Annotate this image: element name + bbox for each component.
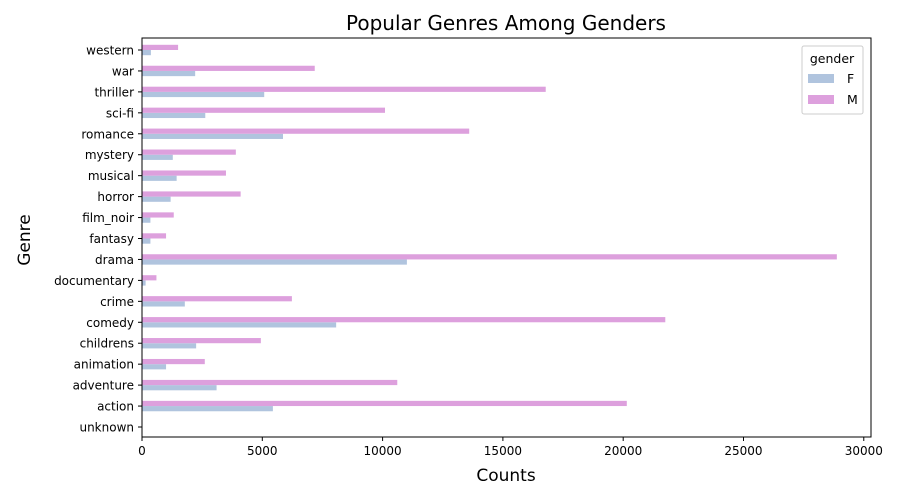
bar-western-M bbox=[142, 44, 179, 50]
legend-swatch-f bbox=[808, 74, 834, 83]
bar-romance-M bbox=[142, 128, 470, 134]
y-tick-label-mystery: mystery bbox=[85, 148, 134, 162]
x-axis-label: Counts bbox=[476, 466, 535, 486]
y-tick-label-horror: horror bbox=[97, 190, 134, 204]
bar-horror-F bbox=[142, 196, 171, 202]
bar-childrens-F bbox=[142, 343, 197, 349]
bar-crime-M bbox=[142, 296, 292, 302]
y-tick-label-film_noir: film_noir bbox=[82, 211, 134, 225]
bar-drama-F bbox=[142, 259, 407, 265]
bar-action-M bbox=[142, 400, 627, 407]
bar-war-F bbox=[142, 70, 196, 77]
y-tick-label-fantasy: fantasy bbox=[89, 232, 134, 246]
bar-thriller-F bbox=[142, 91, 265, 98]
bar-drama-M bbox=[142, 254, 837, 260]
bar-comedy-F bbox=[142, 322, 337, 328]
bar-film_noir-F bbox=[142, 217, 151, 223]
bar-adventure-M bbox=[142, 379, 398, 386]
bar-fantasy-M bbox=[142, 233, 167, 239]
bar-animation-F bbox=[142, 364, 167, 370]
y-tick-label-drama: drama bbox=[95, 253, 134, 267]
x-tick-label-25000: 25000 bbox=[724, 444, 762, 458]
y-tick-label-sci-fi: sci-fi bbox=[106, 106, 134, 120]
bar-horror-M bbox=[142, 191, 241, 197]
bar-action-F bbox=[142, 406, 273, 412]
bar-crime-F bbox=[142, 301, 185, 307]
y-tick-label-adventure: adventure bbox=[73, 379, 134, 393]
x-axis: 0 5000 10000 15000 20000 25000 30000 bbox=[138, 437, 883, 458]
legend: gender F M bbox=[801, 45, 864, 115]
y-tick-label-unknown: unknown bbox=[79, 421, 134, 435]
bar-documentary-F bbox=[142, 280, 146, 286]
y-axis: unknown action adventure animation childrens… bbox=[54, 44, 142, 435]
y-tick-label-action: action bbox=[97, 400, 134, 414]
x-tick-label-30000: 30000 bbox=[845, 444, 883, 458]
plot-frame bbox=[141, 37, 872, 438]
bar-mystery-F bbox=[142, 154, 173, 160]
legend-swatch-m bbox=[808, 95, 834, 104]
y-axis-label: Genre bbox=[15, 214, 35, 265]
bar-musical-M bbox=[142, 170, 226, 176]
bars-layer bbox=[142, 44, 837, 433]
bar-western-F bbox=[142, 50, 151, 56]
bar-sci-fi-M bbox=[142, 107, 385, 113]
y-tick-label-war: war bbox=[112, 64, 134, 78]
y-tick-label-western: western bbox=[86, 44, 134, 58]
legend-label-f: F bbox=[847, 71, 854, 86]
x-tick-label-10000: 10000 bbox=[364, 444, 402, 458]
y-tick-label-musical: musical bbox=[88, 169, 134, 183]
y-tick-label-crime: crime bbox=[100, 295, 134, 309]
bar-fantasy-F bbox=[142, 238, 151, 244]
legend-title: gender bbox=[810, 51, 855, 66]
y-tick-label-romance: romance bbox=[81, 127, 134, 141]
bar-childrens-M bbox=[142, 338, 261, 344]
chart-title: Popular Genres Among Genders bbox=[346, 11, 666, 35]
bar-musical-F bbox=[142, 175, 177, 181]
x-tick-label-0: 0 bbox=[138, 444, 146, 458]
y-tick-label-childrens: childrens bbox=[80, 337, 134, 351]
bar-adventure-F bbox=[142, 385, 217, 391]
y-tick-label-thriller: thriller bbox=[94, 85, 134, 99]
x-tick-label-20000: 20000 bbox=[604, 444, 642, 458]
x-tick-label-5000: 5000 bbox=[247, 444, 278, 458]
bar-thriller-M bbox=[142, 86, 546, 92]
bar-animation-M bbox=[142, 358, 205, 365]
bar-documentary-M bbox=[142, 275, 157, 281]
bar-mystery-M bbox=[142, 149, 236, 155]
bar-comedy-M bbox=[142, 317, 666, 323]
bar-film_noir-M bbox=[142, 212, 174, 218]
y-tick-label-animation: animation bbox=[74, 358, 134, 372]
x-tick-label-15000: 15000 bbox=[484, 444, 522, 458]
bar-romance-F bbox=[142, 133, 283, 139]
bar-war-M bbox=[142, 65, 315, 71]
y-tick-label-comedy: comedy bbox=[86, 316, 134, 330]
y-tick-label-documentary: documentary bbox=[54, 274, 134, 288]
bar-sci-fi-F bbox=[142, 112, 206, 119]
legend-label-m: M bbox=[847, 92, 858, 107]
